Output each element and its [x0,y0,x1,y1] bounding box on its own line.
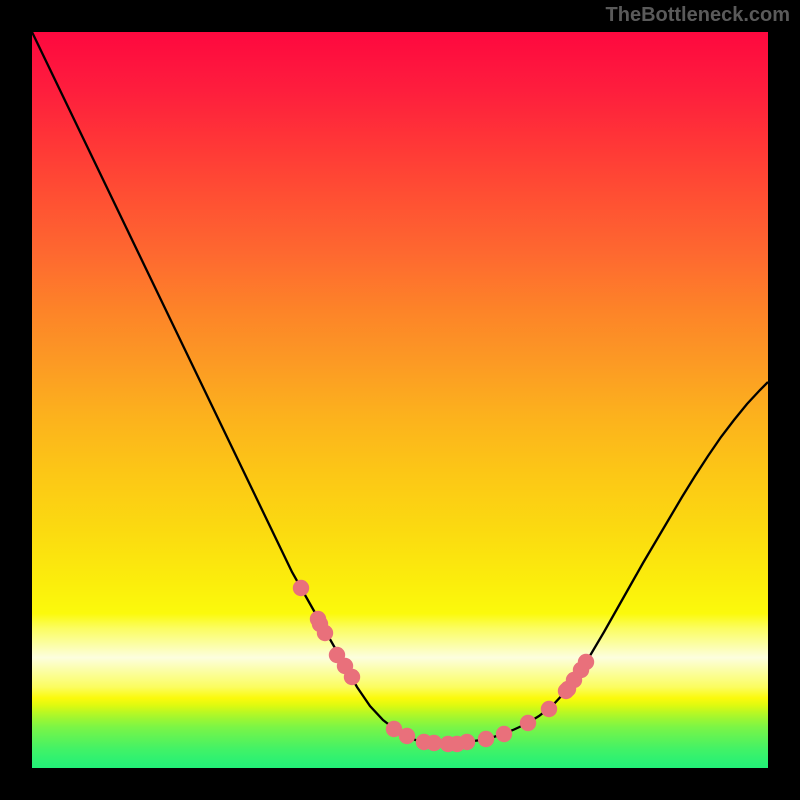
plot-background-gradient [32,32,768,768]
curve-marker [459,734,475,750]
curve-marker [317,625,333,641]
curve-marker [426,735,442,751]
curve-marker [293,580,309,596]
chart-container: TheBottleneck.com [0,0,800,800]
curve-marker [496,726,512,742]
curve-marker [344,669,360,685]
curve-marker [520,715,536,731]
bottleneck-curve-chart [0,0,800,800]
curve-marker [478,731,494,747]
curve-marker [541,701,557,717]
curve-marker [578,654,594,670]
curve-marker [399,728,415,744]
